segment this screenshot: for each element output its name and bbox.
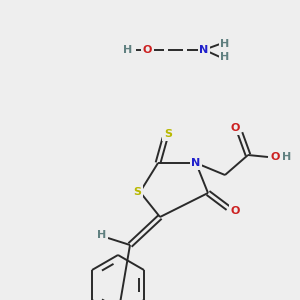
Text: N: N [200,45,208,55]
Text: S: S [164,129,172,139]
Text: N: N [191,158,201,168]
Text: S: S [133,187,141,197]
Text: O: O [142,45,152,55]
Text: H: H [220,52,230,62]
Text: O: O [230,123,240,133]
Text: H: H [98,230,106,240]
Text: O: O [230,206,240,216]
Text: O: O [270,152,280,162]
Text: H: H [123,45,133,55]
Text: H: H [220,39,230,49]
Text: H: H [282,152,292,162]
